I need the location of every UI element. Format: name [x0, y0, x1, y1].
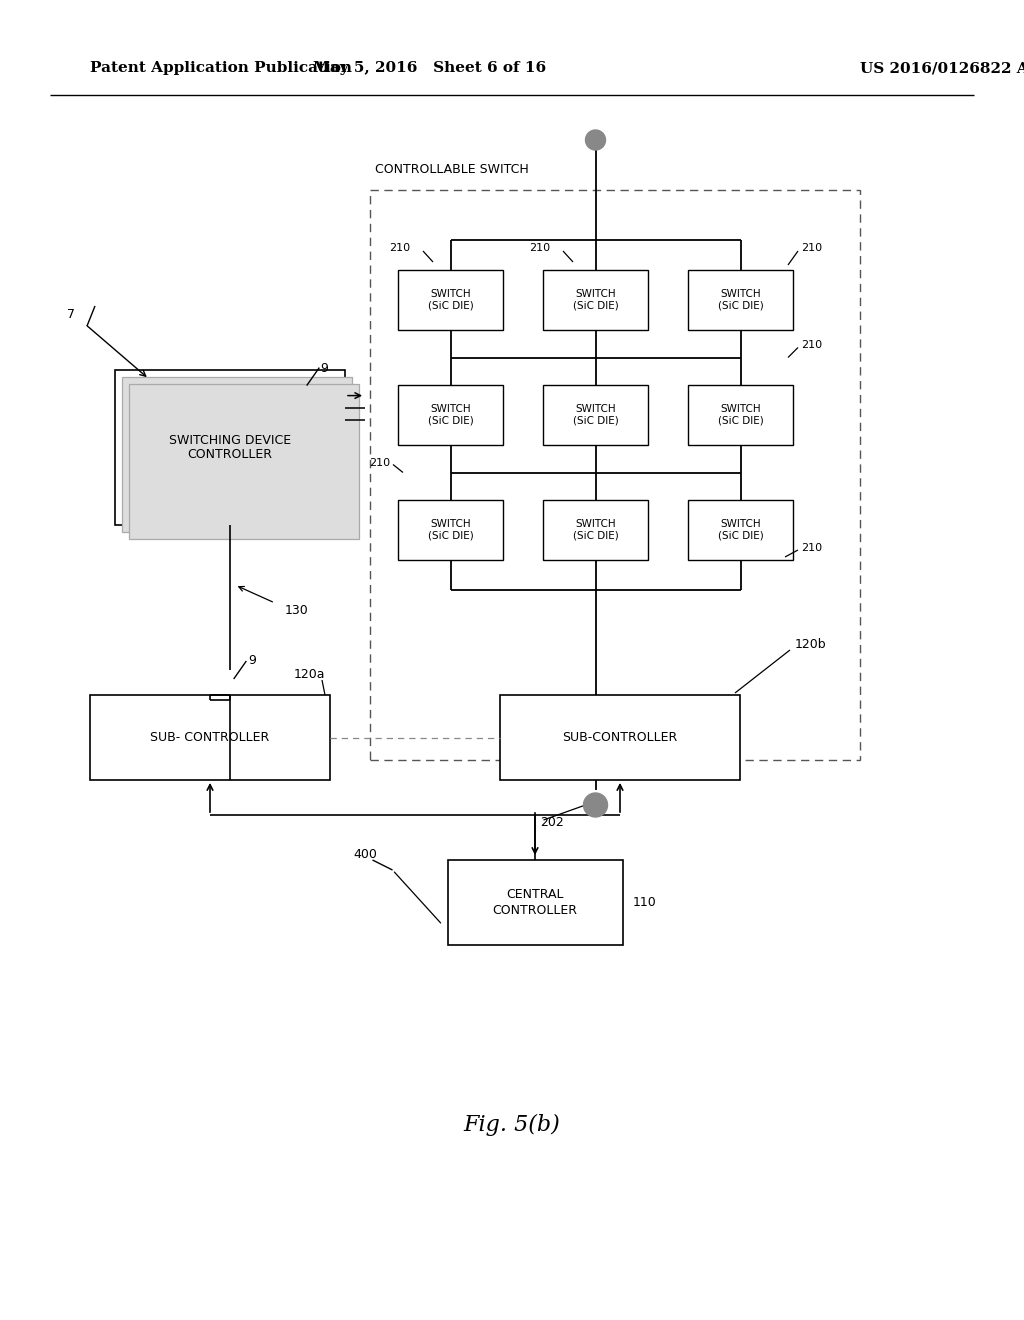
Text: US 2016/0126822 A1: US 2016/0126822 A1 — [860, 61, 1024, 75]
Text: 210: 210 — [389, 243, 410, 253]
Text: 9: 9 — [319, 362, 328, 375]
Bar — [122, 378, 352, 532]
Text: SUB-CONTROLLER: SUB-CONTROLLER — [562, 731, 678, 744]
Text: Fig. 5(b): Fig. 5(b) — [464, 1114, 560, 1137]
Bar — [398, 385, 503, 445]
Text: 110: 110 — [633, 896, 656, 909]
Text: 120a: 120a — [294, 668, 325, 681]
Bar — [543, 500, 648, 560]
Bar — [688, 271, 793, 330]
Text: SWITCHING DEVICE
CONTROLLER: SWITCHING DEVICE CONTROLLER — [169, 433, 291, 462]
Text: 202: 202 — [541, 817, 564, 829]
Bar — [398, 500, 503, 560]
Bar — [90, 696, 330, 780]
Text: SUB- CONTROLLER: SUB- CONTROLLER — [151, 731, 269, 744]
Text: 210: 210 — [801, 341, 822, 351]
Bar — [115, 370, 345, 525]
Bar — [688, 385, 793, 445]
Text: SWITCH
(SiC DIE): SWITCH (SiC DIE) — [428, 404, 473, 426]
Text: SWITCH
(SiC DIE): SWITCH (SiC DIE) — [572, 289, 618, 310]
Text: Patent Application Publication: Patent Application Publication — [90, 61, 352, 75]
Bar — [398, 271, 503, 330]
Circle shape — [584, 793, 607, 817]
Circle shape — [586, 129, 605, 150]
Text: SWITCH
(SiC DIE): SWITCH (SiC DIE) — [718, 404, 763, 426]
Bar — [543, 271, 648, 330]
Text: SWITCH
(SiC DIE): SWITCH (SiC DIE) — [572, 519, 618, 541]
Text: SWITCH
(SiC DIE): SWITCH (SiC DIE) — [718, 519, 763, 541]
Text: SWITCH
(SiC DIE): SWITCH (SiC DIE) — [428, 519, 473, 541]
Text: 210: 210 — [801, 243, 822, 253]
Text: 120b: 120b — [795, 639, 826, 652]
Text: SWITCH
(SiC DIE): SWITCH (SiC DIE) — [718, 289, 763, 310]
Bar — [370, 190, 860, 760]
Text: 210: 210 — [369, 458, 390, 467]
Bar — [129, 384, 359, 539]
Bar — [447, 861, 623, 945]
Text: 210: 210 — [528, 243, 550, 253]
Bar — [500, 696, 740, 780]
Bar — [688, 500, 793, 560]
Text: SWITCH
(SiC DIE): SWITCH (SiC DIE) — [572, 404, 618, 426]
Text: 400: 400 — [353, 849, 378, 862]
Text: 7: 7 — [67, 308, 75, 321]
Text: 210: 210 — [801, 543, 822, 553]
Text: CENTRAL
CONTROLLER: CENTRAL CONTROLLER — [493, 888, 578, 916]
Text: CONTROLLABLE SWITCH: CONTROLLABLE SWITCH — [375, 162, 528, 176]
Text: May 5, 2016   Sheet 6 of 16: May 5, 2016 Sheet 6 of 16 — [313, 61, 547, 75]
Bar — [543, 385, 648, 445]
Text: 130: 130 — [285, 603, 309, 616]
Text: 9: 9 — [248, 653, 256, 667]
Text: SWITCH
(SiC DIE): SWITCH (SiC DIE) — [428, 289, 473, 310]
